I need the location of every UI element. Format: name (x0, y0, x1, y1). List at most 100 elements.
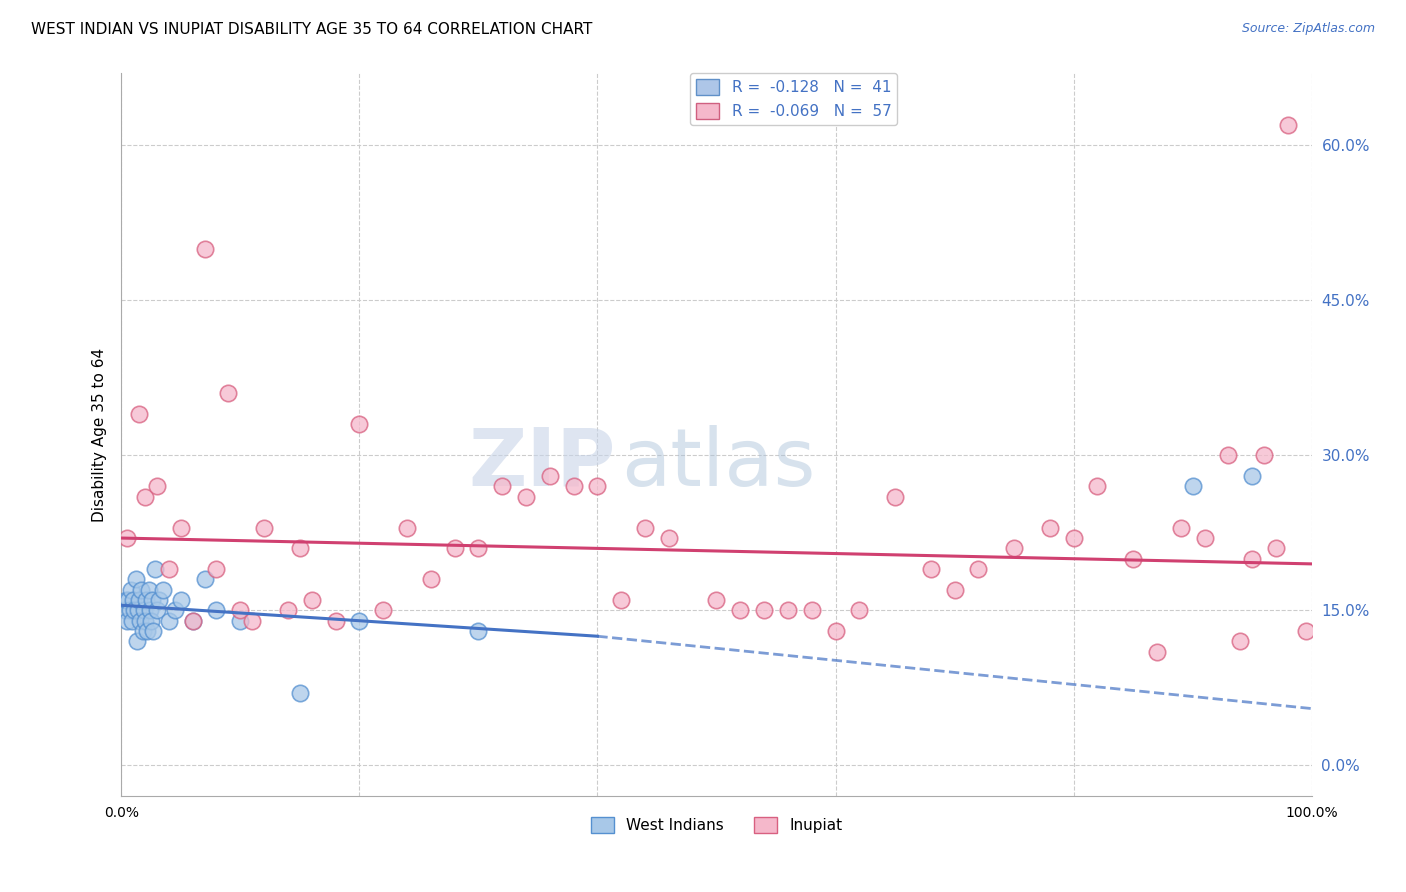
Point (117, 593, 139, 607)
Point (193, 573, 215, 587)
Point (371, 603, 394, 617)
Point (920, 562, 942, 576)
Point (967, 562, 990, 576)
Point (1002, 541, 1025, 556)
Point (131, 624, 153, 638)
Point (325, 614, 347, 628)
Point (288, 541, 311, 556)
Text: Source: ZipAtlas.com: Source: ZipAtlas.com (1241, 22, 1375, 36)
Point (205, 603, 228, 617)
Point (229, 603, 252, 617)
Text: atlas: atlas (621, 425, 815, 502)
Point (124, 603, 146, 617)
Point (562, 479, 585, 493)
Point (1194, 531, 1216, 545)
Point (146, 479, 169, 493)
Point (419, 573, 441, 587)
Point (157, 614, 180, 628)
Point (134, 614, 156, 628)
Point (181, 614, 204, 628)
Legend: West Indians, Inupiat: West Indians, Inupiat (585, 811, 848, 839)
Point (610, 593, 633, 607)
Point (139, 603, 162, 617)
Point (586, 479, 609, 493)
Point (157, 562, 180, 576)
Point (848, 603, 870, 617)
Point (730, 603, 752, 617)
Point (205, 562, 228, 576)
Point (129, 614, 152, 628)
Point (115, 531, 138, 545)
Point (170, 521, 193, 535)
Point (240, 614, 263, 628)
Point (658, 531, 681, 545)
Point (706, 593, 728, 607)
Point (118, 603, 141, 617)
Point (141, 593, 163, 607)
Point (515, 490, 537, 504)
Point (395, 521, 418, 535)
Point (1241, 551, 1264, 566)
Point (121, 614, 143, 628)
Point (467, 541, 489, 556)
Point (253, 521, 276, 535)
Point (138, 582, 160, 597)
Point (943, 582, 966, 597)
Point (229, 614, 252, 628)
Point (884, 490, 907, 504)
Y-axis label: Disability Age 35 to 64: Disability Age 35 to 64 (93, 348, 107, 522)
Point (824, 624, 846, 638)
Point (443, 541, 465, 556)
Point (288, 686, 311, 700)
Point (170, 593, 193, 607)
Point (1122, 551, 1144, 566)
Point (135, 593, 157, 607)
Point (1229, 634, 1251, 648)
Point (132, 603, 155, 617)
Point (1063, 531, 1085, 545)
Point (217, 386, 239, 401)
Point (139, 614, 162, 628)
Point (125, 634, 148, 648)
Point (1170, 521, 1192, 535)
Point (349, 614, 371, 628)
Text: ZIP: ZIP (468, 425, 616, 502)
Point (1277, 118, 1299, 132)
Point (115, 614, 138, 628)
Point (491, 479, 513, 493)
Point (538, 469, 561, 483)
Point (277, 603, 299, 617)
Point (124, 573, 146, 587)
Point (349, 417, 371, 432)
Point (131, 582, 153, 597)
Point (752, 603, 775, 617)
Point (1295, 624, 1317, 638)
Point (1218, 449, 1240, 463)
Point (120, 582, 142, 597)
Point (1241, 469, 1264, 483)
Point (143, 562, 166, 576)
Point (136, 624, 159, 638)
Point (1039, 521, 1062, 535)
Point (115, 593, 138, 607)
Point (128, 593, 150, 607)
Point (163, 603, 186, 617)
Point (467, 624, 489, 638)
Point (1146, 645, 1168, 659)
Point (181, 614, 204, 628)
Point (127, 603, 149, 617)
Point (152, 582, 174, 597)
Point (142, 624, 165, 638)
Point (776, 603, 799, 617)
Point (1265, 541, 1288, 556)
Point (148, 593, 170, 607)
Text: WEST INDIAN VS INUPIAT DISABILITY AGE 35 TO 64 CORRELATION CHART: WEST INDIAN VS INUPIAT DISABILITY AGE 35… (31, 22, 592, 37)
Point (1087, 479, 1109, 493)
Point (122, 593, 145, 607)
Point (134, 490, 156, 504)
Point (1181, 479, 1204, 493)
Point (634, 521, 657, 535)
Point (146, 603, 169, 617)
Point (128, 407, 150, 421)
Point (114, 603, 136, 617)
